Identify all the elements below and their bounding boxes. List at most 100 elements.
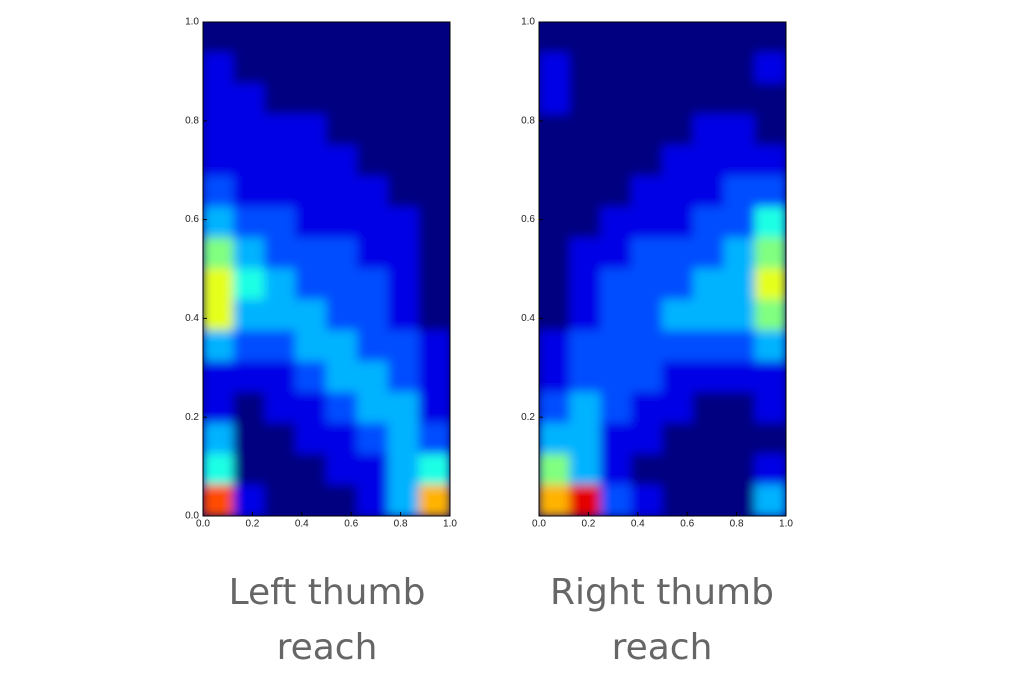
heatmap-cell bbox=[233, 361, 266, 393]
heatmap-cell bbox=[264, 145, 297, 177]
heatmap-cell bbox=[203, 453, 235, 486]
heatmap-cell bbox=[295, 83, 327, 116]
heatmap-cell bbox=[539, 206, 571, 239]
heatmap-cell bbox=[754, 330, 786, 363]
x-tick-label: 0.0 bbox=[532, 519, 546, 530]
heatmap-cell bbox=[631, 206, 663, 239]
heatmap-cell bbox=[692, 268, 725, 301]
heatmap-cell bbox=[539, 175, 571, 208]
heatmap-cell bbox=[233, 268, 266, 301]
heatmap-cell bbox=[264, 422, 297, 455]
heatmap-cell bbox=[539, 145, 571, 177]
heatmap-cell bbox=[233, 392, 266, 424]
heatmap-cell bbox=[539, 22, 571, 54]
heatmap-cell bbox=[692, 237, 725, 270]
heatmap-cell bbox=[295, 453, 327, 486]
x-tick-label: 0.2 bbox=[245, 519, 259, 530]
heatmap-cell bbox=[723, 361, 756, 393]
heatmap-cell bbox=[569, 83, 602, 116]
heatmap-cell bbox=[233, 206, 266, 239]
heatmap-cell bbox=[569, 330, 602, 363]
heatmap-cell bbox=[387, 422, 420, 455]
heatmap-cell bbox=[539, 361, 571, 393]
heatmap-cell bbox=[326, 299, 358, 332]
heatmap-cell bbox=[203, 392, 235, 424]
heatmap-cell bbox=[723, 392, 756, 424]
heatmap-cell bbox=[692, 22, 725, 54]
heatmap-cell bbox=[662, 83, 694, 116]
heatmap-cell bbox=[600, 392, 633, 424]
heatmap-cell bbox=[754, 83, 786, 116]
heatmap-cell bbox=[631, 268, 663, 301]
y-tick-label: 0.4 bbox=[185, 313, 199, 324]
y-tick-label: 0.6 bbox=[521, 214, 535, 225]
heatmap-cell bbox=[662, 422, 694, 455]
heatmap-cell bbox=[418, 83, 450, 116]
heatmap-cell bbox=[723, 114, 756, 146]
heatmap-cell bbox=[387, 299, 420, 332]
x-tick-label: 0.4 bbox=[631, 519, 645, 530]
heatmap-cell bbox=[356, 83, 389, 116]
x-tick-label: 1.0 bbox=[779, 519, 793, 530]
heatmap-cell bbox=[356, 361, 389, 393]
caption: Left thumb reach bbox=[228, 572, 426, 668]
heatmap-cell bbox=[387, 175, 420, 208]
heatmap-cell bbox=[662, 237, 694, 270]
heatmap-cell bbox=[264, 330, 297, 363]
heatmap bbox=[539, 22, 786, 516]
heatmap-cell bbox=[631, 175, 663, 208]
charts: 0.0 0.2 0.4 0.6 0.8 1.0 0.0 0.2 0.4 0.6 0.8 1.0 0.0 0… bbox=[185, 17, 793, 530]
plot-frame bbox=[538, 21, 787, 517]
heatmap-cell bbox=[662, 484, 694, 516]
heatmap-cell bbox=[754, 145, 786, 177]
heatmap-cell bbox=[203, 361, 235, 393]
heatmap-cell bbox=[295, 268, 327, 301]
heatmap-cell bbox=[387, 237, 420, 270]
heatmap-cell bbox=[600, 175, 633, 208]
heatmap-cell bbox=[295, 114, 327, 146]
heatmap-cell bbox=[600, 237, 633, 270]
heatmap-cell bbox=[569, 299, 602, 332]
heatmap-cell bbox=[539, 484, 571, 516]
heatmap-cell bbox=[692, 392, 725, 424]
heatmap-cell bbox=[600, 114, 633, 146]
heatmap-cell bbox=[233, 175, 266, 208]
heatmap-cell bbox=[233, 52, 266, 85]
heatmap-cell bbox=[662, 145, 694, 177]
heatmap-cell bbox=[326, 52, 358, 85]
heatmap-cell bbox=[418, 422, 450, 455]
y-tick-label: 0.8 bbox=[185, 115, 199, 126]
heatmap-cell bbox=[723, 268, 756, 301]
caption: Right thumb reach bbox=[550, 572, 774, 668]
heatmap-cell bbox=[600, 453, 633, 486]
heatmap-cell bbox=[692, 330, 725, 363]
heatmap-cell bbox=[631, 361, 663, 393]
heatmap-cell bbox=[356, 299, 389, 332]
heatmap-cell bbox=[387, 330, 420, 363]
heatmap-cell bbox=[569, 361, 602, 393]
heatmap-cell bbox=[326, 484, 358, 516]
heatmap-cell bbox=[662, 22, 694, 54]
heatmap-cell bbox=[600, 422, 633, 455]
heatmap-cell bbox=[264, 484, 297, 516]
x-tick-label: 0.4 bbox=[295, 519, 309, 530]
heatmap-cell bbox=[539, 114, 571, 146]
heatmap-cell bbox=[662, 392, 694, 424]
heatmap-cell bbox=[631, 52, 663, 85]
heatmap-cell bbox=[356, 453, 389, 486]
x-tick-label: 0.8 bbox=[394, 519, 408, 530]
heatmap-cell bbox=[662, 175, 694, 208]
heatmap-cell bbox=[631, 330, 663, 363]
heatmap-cell bbox=[326, 83, 358, 116]
y-tick-label: 0.6 bbox=[185, 214, 199, 225]
heatmap-cell bbox=[600, 299, 633, 332]
heatmap-cell bbox=[569, 114, 602, 146]
heatmap-cell bbox=[356, 422, 389, 455]
heatmap-cell bbox=[264, 299, 297, 332]
heatmap-cell bbox=[723, 422, 756, 455]
heatmap bbox=[203, 22, 450, 516]
heatmap-cell bbox=[264, 453, 297, 486]
heatmap-cell bbox=[723, 453, 756, 486]
heatmap-cell bbox=[539, 268, 571, 301]
heatmap-cell bbox=[356, 330, 389, 363]
